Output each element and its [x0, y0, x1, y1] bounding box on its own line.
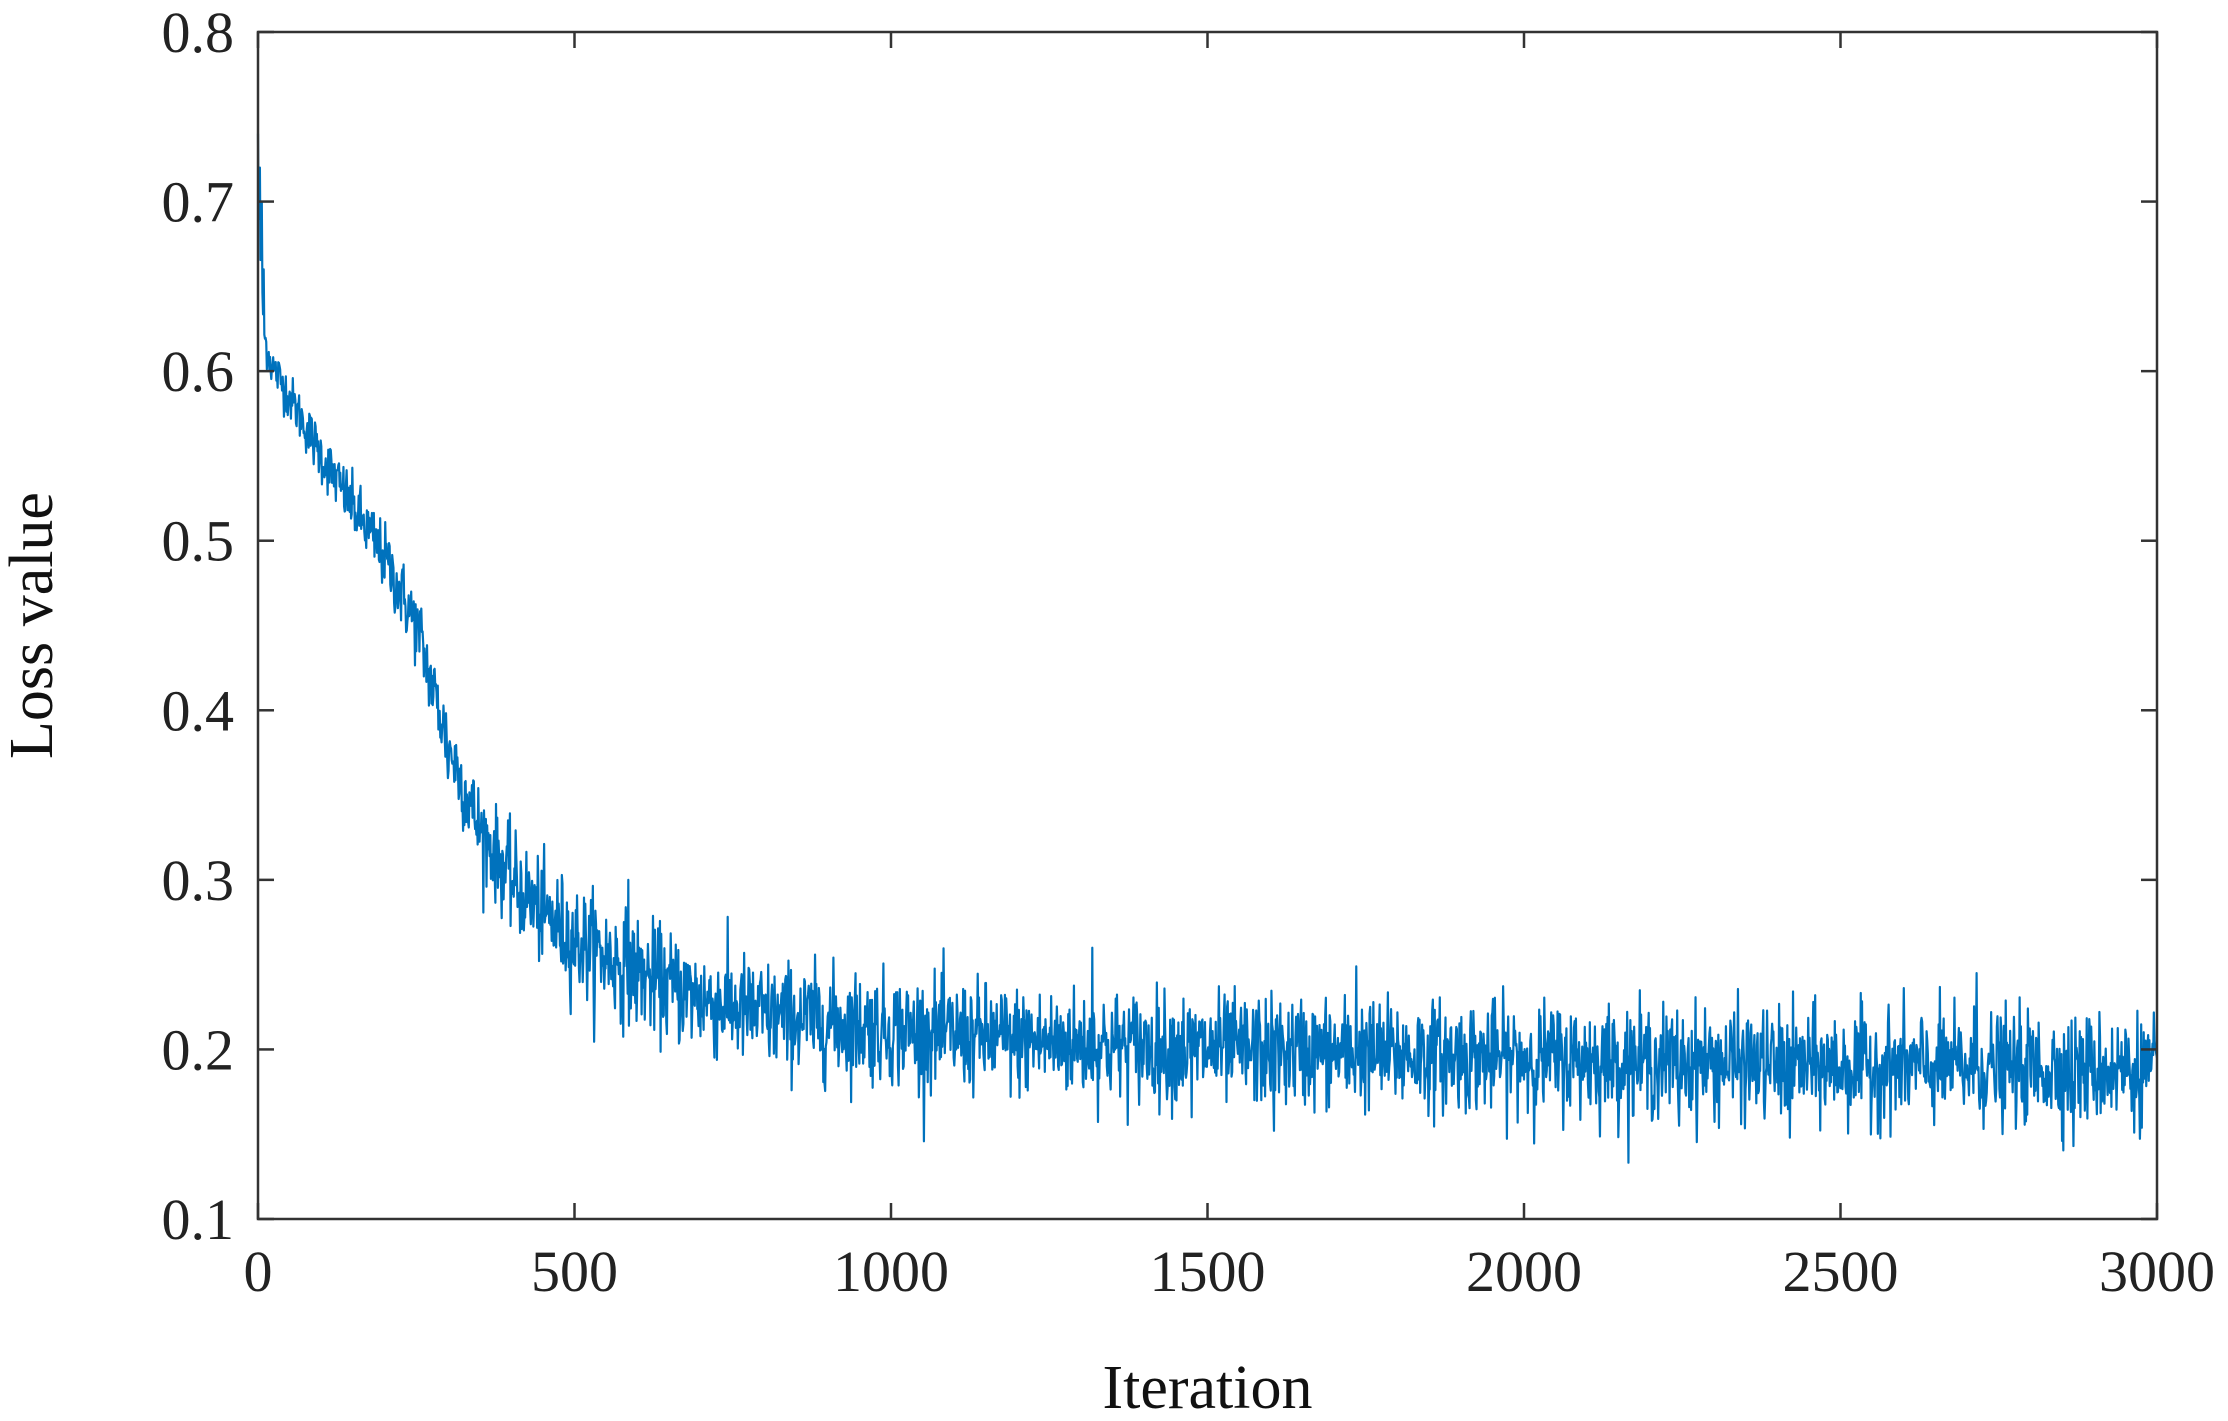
x-tick-label: 0 [244, 1239, 273, 1304]
x-tick-label: 1500 [1150, 1239, 1266, 1304]
series-layer [256, 133, 2159, 1164]
x-axis-title: Iteration [1102, 1354, 1312, 1421]
y-tick-label: 0.1 [162, 1187, 235, 1252]
x-tick-label: 1000 [833, 1239, 949, 1304]
x-tick-label: 500 [531, 1239, 618, 1304]
y-tick-label: 0.5 [162, 509, 235, 574]
y-tick-label: 0.2 [162, 1017, 235, 1082]
y-tick-label: 0.8 [162, 0, 235, 65]
x-tick-label: 2000 [1466, 1239, 1582, 1304]
y-tick-label: 0.6 [162, 339, 235, 404]
x-tick-label: 2500 [1783, 1239, 1899, 1304]
y-tick-label: 0.4 [162, 678, 235, 743]
x-tick-labels: 0 500 1000 1500 2000 2500 3000 [244, 1239, 2216, 1304]
y-tick-label: 0.7 [162, 170, 235, 235]
axes-frame [256, 30, 2159, 1221]
x-tick-label: 3000 [2099, 1239, 2215, 1304]
loss-series-line [256, 133, 2159, 1164]
y-tick-labels: 0.1 0.2 0.3 0.4 0.5 0.6 0.7 0.8 [162, 0, 235, 1252]
y-axis-title: Loss value [0, 492, 66, 759]
y-tick-label: 0.3 [162, 848, 235, 913]
ticks-layer [256, 30, 2159, 1221]
